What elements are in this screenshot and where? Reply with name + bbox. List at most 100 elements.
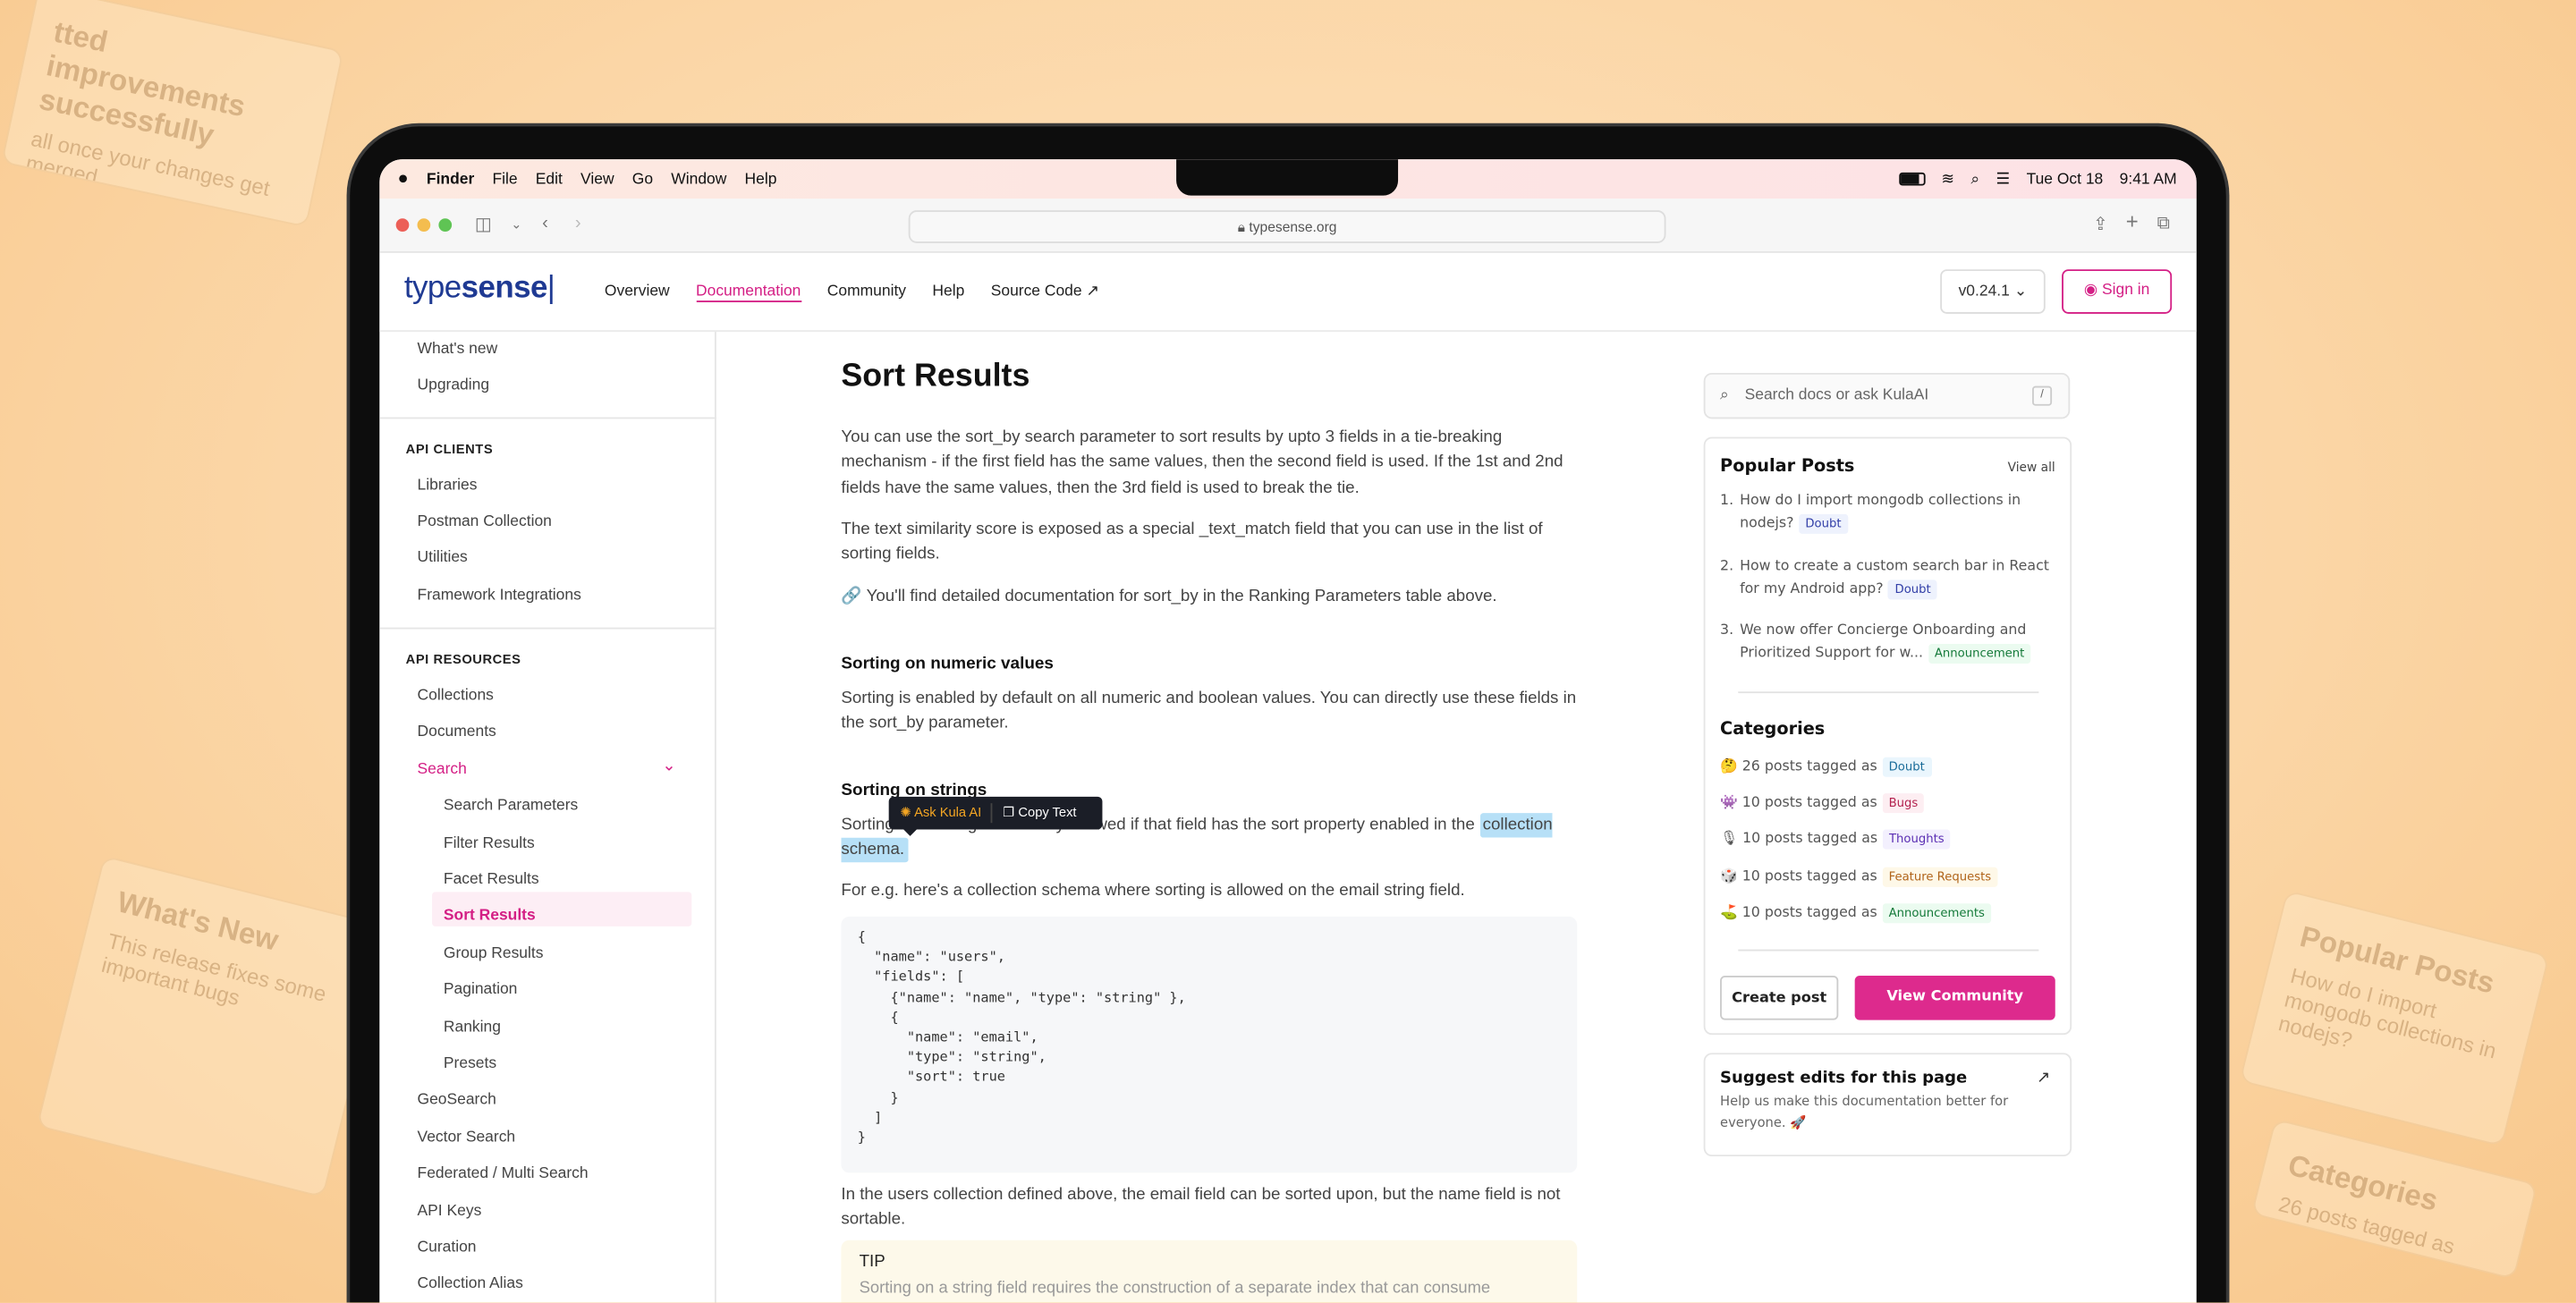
sign-in-button[interactable]: ◉ Sign in (2062, 269, 2173, 314)
community-card: Popular Posts View all 1. How do I import… (1703, 436, 2072, 1036)
sparkle-icon: ✺ (900, 805, 911, 821)
sidebar-item-search-parameters[interactable]: Search Parameters (443, 796, 579, 816)
section-heading-api-resources: API RESOURCES (405, 652, 521, 667)
sidebar-item-facet-results[interactable]: Facet Results (443, 870, 539, 889)
nav-help[interactable]: Help (932, 282, 965, 301)
sidebar-item-framework-integrations[interactable]: Framework Integrations (417, 586, 581, 605)
copy-text-label: Copy Text (1018, 805, 1077, 821)
sidebar-item-geosearch[interactable]: GeoSearch (417, 1090, 496, 1109)
sidebar-item-utilities[interactable]: Utilities (417, 548, 468, 567)
category-item-doubt[interactable]: 🤔 26 posts tagged as Doubt (1720, 757, 1932, 777)
popular-post-item[interactable]: 3. We now offer Concierge Onboarding and … (1720, 621, 2057, 665)
share-icon[interactable]: ⇪ (2092, 215, 2108, 235)
tabs-overview-icon[interactable]: ⧉ (2157, 213, 2171, 233)
sidebar-item-postman-collection[interactable]: Postman Collection (417, 512, 552, 531)
category-item-thoughts[interactable]: 🎙 10 posts tagged as Thoughts (1720, 829, 1952, 850)
sidebar-item-search[interactable]: Search (417, 760, 467, 779)
page-title: Sort Results (841, 358, 1030, 394)
sidebar-item-group-results[interactable]: Group Results (443, 944, 544, 963)
section-heading-numeric: Sorting on numeric values (841, 655, 1054, 674)
sidebar-item-api-keys[interactable]: API Keys (417, 1202, 482, 1221)
maximize-window-button[interactable] (438, 218, 453, 232)
menu-window[interactable]: Window (671, 170, 727, 189)
tip-title: TIP (859, 1253, 886, 1272)
nav-source-code[interactable]: Source Code ↗ (991, 283, 1099, 302)
nav-overview[interactable]: Overview (604, 282, 670, 301)
minimize-window-button[interactable] (417, 218, 431, 232)
menubar-time[interactable]: 9:41 AM (2119, 170, 2177, 189)
tip-callout: TIP Sorting on a string field requires t… (841, 1240, 1578, 1303)
copy-text-button[interactable]: ❐ Copy Text (1003, 800, 1076, 825)
chevron-down-icon[interactable]: ⌄ (511, 216, 522, 232)
control-center-icon[interactable]: ☰ (1996, 170, 2011, 189)
menu-file[interactable]: File (492, 170, 518, 189)
chevron-down-icon[interactable]: ⌄ (662, 757, 676, 775)
divider (379, 627, 716, 630)
sidebar-item-ranking[interactable]: Ranking (443, 1018, 501, 1036)
dice-icon: 🎲 (1720, 868, 1738, 885)
category-item-bugs[interactable]: 👾 10 posts tagged as Bugs (1720, 793, 1925, 814)
apple-icon[interactable]: ● (397, 169, 409, 190)
menu-edit[interactable]: Edit (535, 170, 563, 189)
category-item-feature-requests[interactable]: 🎲 10 posts tagged as Feature Requests (1720, 867, 1998, 887)
version-select[interactable]: v0.24.1 ⌄ (1940, 269, 2046, 314)
tag-badge: Doubt (1882, 757, 1932, 777)
popular-post-item[interactable]: 1. How do I import mongodb collections in… (1720, 491, 2057, 536)
category-item-announcements[interactable]: ⛳ 10 posts tagged as Announcements (1720, 903, 1992, 924)
new-tab-icon[interactable]: + (2125, 208, 2139, 233)
view-all-link[interactable]: View all (2007, 460, 2055, 475)
popular-posts-title: Popular Posts (1720, 456, 1855, 477)
close-window-button[interactable] (395, 218, 410, 232)
battery-icon[interactable] (1898, 172, 1926, 186)
user-circle-icon: ◉ (2083, 281, 2098, 300)
docs-search-input[interactable]: ⌕ Search docs or ask KulaAI / (1703, 372, 2071, 419)
sidebar-item-curation[interactable]: Curation (417, 1238, 477, 1257)
address-bar[interactable]: 🔒︎ typesense.org (908, 210, 1666, 243)
code-block[interactable]: { "name": "users", "fields": [ {"name": … (841, 916, 1578, 1173)
sidebar-item-filter-results[interactable]: Filter Results (443, 834, 535, 853)
laptop-screen: ● Finder File Edit View Go Window Help ≋… (379, 159, 2197, 1303)
nav-documentation[interactable]: Documentation (696, 282, 801, 302)
typesense-logo[interactable]: typesense| (403, 271, 555, 306)
sidebar-item-whats-new[interactable]: What's new (417, 340, 498, 359)
paragraph: In the users collection defined above, t… (841, 1186, 1561, 1230)
category-count: 10 posts tagged as (1742, 831, 1878, 848)
popular-post-item[interactable]: 2. How to create a custom search bar in R… (1720, 557, 2057, 602)
paragraph: The text similarity score is exposed as … (841, 520, 1543, 564)
sidebar-item-libraries[interactable]: Libraries (417, 476, 478, 495)
category-count: 10 posts tagged as (1741, 868, 1877, 885)
suggest-edits-card[interactable]: Suggest edits for this page ↗ Help us ma… (1703, 1053, 2072, 1157)
ask-kula-ai-button[interactable]: ✺ Ask Kula AI (901, 800, 982, 825)
sidebar-item-pagination[interactable]: Pagination (443, 980, 518, 999)
sign-in-label: Sign in (2101, 281, 2150, 300)
menubar-date[interactable]: Tue Oct 18 (2026, 170, 2104, 189)
view-community-button[interactable]: View Community (1854, 976, 2055, 1020)
paragraph: Sorting is enabled by default on all num… (841, 690, 1577, 733)
chevron-down-icon: ⌄ (2013, 282, 2028, 301)
sidebar-item-presets[interactable]: Presets (443, 1054, 497, 1073)
sidebar-item-upgrading[interactable]: Upgrading (417, 376, 490, 394)
sidebar-item-federated-search[interactable]: Federated / Multi Search (417, 1164, 589, 1183)
tag-badge: Feature Requests (1882, 867, 1998, 887)
nav-community[interactable]: Community (826, 282, 907, 301)
spotlight-search-icon[interactable]: ⌕ (1970, 170, 1980, 189)
wifi-icon[interactable]: ≋ (1941, 170, 1955, 189)
menu-help[interactable]: Help (744, 170, 777, 189)
sidebar-item-collections[interactable]: Collections (417, 686, 494, 705)
post-number: 2. (1720, 558, 1734, 575)
sidebar-item-collection-alias[interactable]: Collection Alias (417, 1274, 523, 1293)
sidebar-item-vector-search[interactable]: Vector Search (417, 1128, 516, 1147)
sidebar-toggle-icon[interactable]: ◫ (474, 215, 492, 235)
sidebar-item-documents[interactable]: Documents (417, 723, 496, 741)
arrow-up-right-icon: ↗ (2036, 1069, 2051, 1087)
background-card: tted improvements successfully all once y… (1, 0, 344, 228)
menu-finder[interactable]: Finder (426, 170, 475, 189)
back-icon[interactable]: ‹ (542, 213, 548, 233)
post-title: We now offer Concierge Onboarding and Pr… (1740, 622, 2027, 662)
sidebar-item-sort-results[interactable]: Sort Results (443, 906, 536, 926)
menu-go[interactable]: Go (631, 170, 654, 189)
menu-view[interactable]: View (580, 170, 614, 189)
forward-icon[interactable]: › (574, 213, 581, 233)
create-post-button[interactable]: Create post (1720, 976, 1839, 1020)
